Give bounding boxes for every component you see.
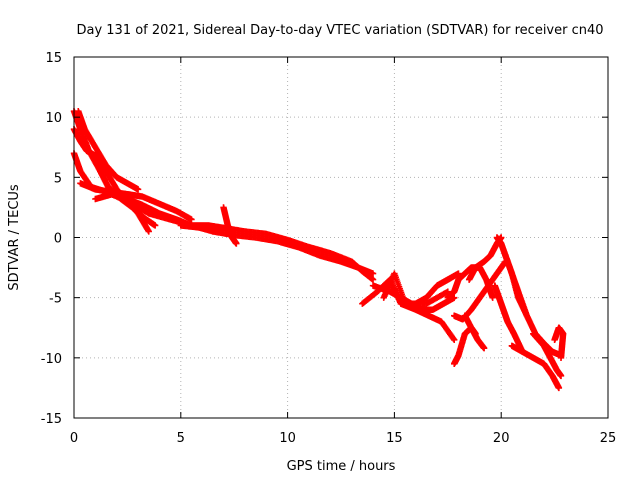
data-point-marker [451,336,458,343]
data-point-marker [233,240,240,247]
data-point-marker [557,354,565,362]
data-points [70,107,567,392]
data-point-marker [151,222,159,229]
data-point-marker [450,335,457,342]
data-point-marker [489,294,496,301]
x-axis-label: GPS time / hours [287,459,396,474]
series-track-8 [209,228,377,277]
data-point-marker [557,372,565,380]
series-track-4 [77,180,195,223]
x-tick-label: 25 [600,431,617,446]
data-point-marker [444,288,451,295]
data-point-marker [369,270,377,277]
grid [74,57,608,418]
chart-title: Day 131 of 2021, Sidereal Day-to-day VTE… [76,23,603,38]
series-track-13 [412,270,462,307]
series-track-15 [444,264,496,301]
y-axis-label: SDTVAR / TECUs [7,184,22,291]
data-point-marker [145,228,152,235]
data-point-marker [188,216,195,223]
series-track-9 [220,204,240,247]
y-tick-label: 0 [54,232,62,247]
series-track-18 [461,312,488,352]
series-track-24 [551,324,567,362]
data-point-marker [480,345,488,352]
series-track-23 [530,330,565,380]
x-tick-label: 15 [386,431,403,446]
axis-ticks: 0 5 10 15 20 25 -15 -10 -5 0 5 10 15 [41,51,617,446]
series-track-22 [508,342,563,392]
x-tick-label: 0 [70,431,78,446]
data-point-marker [451,294,458,301]
data-point-marker [555,384,563,392]
y-tick-label: -5 [49,292,62,307]
data-point-marker [369,276,377,283]
x-tick-label: 5 [177,431,185,446]
series-track-6 [75,107,142,193]
y-tick-label: -15 [41,412,62,427]
x-tick-label: 20 [493,431,510,446]
y-tick-label: 15 [45,51,62,66]
series-track-20 [491,282,526,356]
y-tick-label: 5 [54,171,62,186]
y-tick-label: 10 [45,111,62,126]
y-tick-label: -10 [41,352,62,367]
data-point-marker [455,270,462,277]
data-point-marker [134,186,142,193]
x-tick-label: 10 [279,431,296,446]
